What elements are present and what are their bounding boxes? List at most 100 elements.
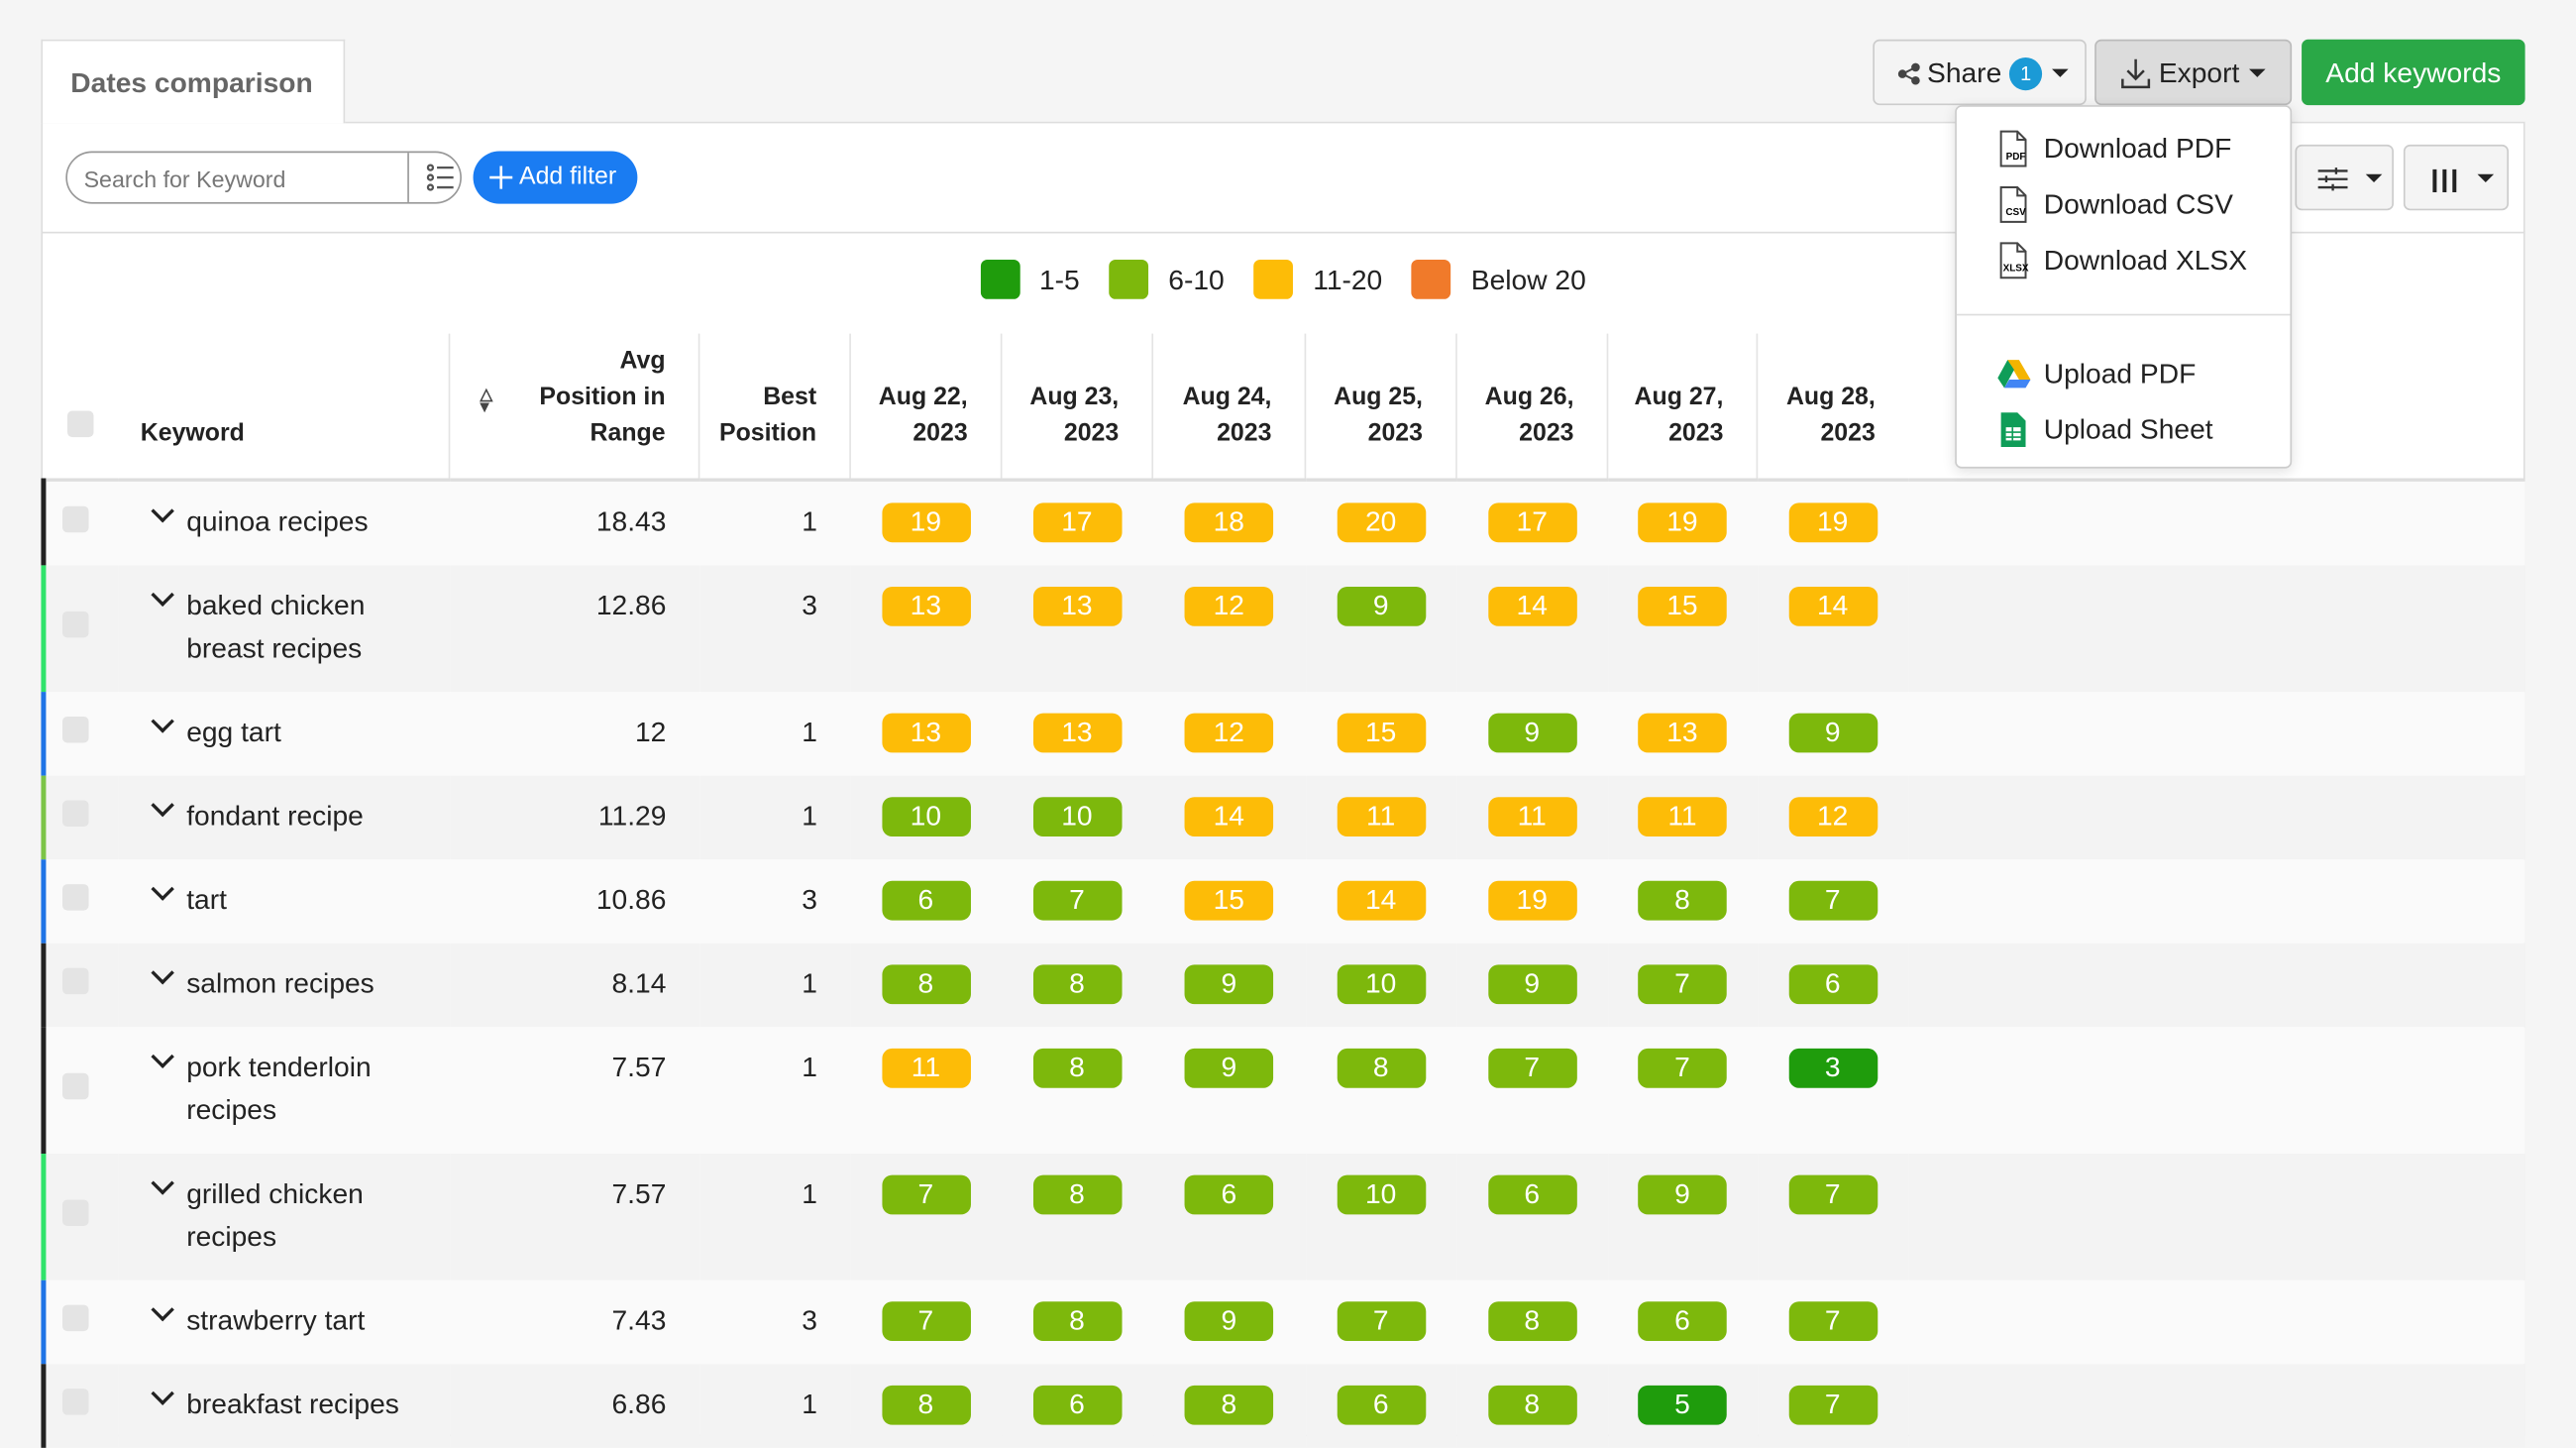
- position-badge: 8: [1032, 1048, 1122, 1088]
- checkbox[interactable]: [62, 884, 89, 911]
- icon-label: CSV: [2005, 207, 2026, 218]
- column-header[interactable]: Aug 22, 2023: [849, 333, 1002, 482]
- position-badge: 9: [1336, 586, 1426, 626]
- separator: [407, 153, 409, 202]
- position-badge: 7: [881, 1174, 971, 1215]
- expand-chevron[interactable]: [150, 877, 174, 901]
- empty-cell: [1908, 692, 2525, 776]
- position-cell: 10: [1002, 776, 1153, 860]
- column-header[interactable]: Aug 24, 2023: [1151, 333, 1306, 482]
- position-badge: 7: [1787, 1385, 1878, 1425]
- row-checkbox-cell: [41, 1280, 118, 1365]
- position-badge: 8: [1032, 1174, 1122, 1215]
- position-cell: 11: [1305, 776, 1456, 860]
- position-badge: 19: [881, 502, 971, 543]
- column-header[interactable]: Aug 23, 2023: [1000, 333, 1153, 482]
- keyword-cell: egg tart: [118, 692, 450, 776]
- row-checkbox-cell: [41, 775, 118, 860]
- keyword: egg tart: [186, 716, 281, 748]
- keyword-cell: grilled chicken recipes: [118, 1154, 450, 1281]
- position-badge: 14: [1336, 880, 1426, 921]
- keyword-cell: breakfast recipes: [118, 1364, 450, 1448]
- position-badge: 12: [1184, 713, 1274, 753]
- header-checkbox: [43, 333, 118, 482]
- header-label: Best Position: [718, 383, 817, 448]
- share-button[interactable]: Share 1: [1873, 39, 2087, 106]
- position-badge: 14: [1787, 586, 1878, 626]
- position-badge: 17: [1032, 502, 1122, 543]
- expand-chevron[interactable]: [150, 499, 174, 523]
- expand-chevron[interactable]: [150, 793, 174, 818]
- position-cell: 6: [1456, 1154, 1608, 1281]
- checkbox[interactable]: [62, 800, 89, 828]
- position-badge: 10: [1336, 964, 1426, 1005]
- position-cell: 15: [1608, 565, 1758, 692]
- expand-chevron[interactable]: [150, 1171, 174, 1195]
- legend-swatch: [1253, 259, 1294, 299]
- export-button[interactable]: Export: [2094, 39, 2293, 106]
- checkbox[interactable]: [62, 1072, 89, 1100]
- position-cell: 15: [1305, 692, 1456, 776]
- column-header[interactable]: Best Position: [698, 333, 851, 482]
- export-label: Export: [2158, 57, 2240, 89]
- add-keywords-button[interactable]: Add keywords: [2302, 39, 2525, 106]
- expand-chevron[interactable]: [150, 583, 174, 607]
- settings-button[interactable]: [2295, 144, 2394, 211]
- checkbox[interactable]: [62, 716, 89, 743]
- position-cell: 17: [1002, 480, 1153, 565]
- header-label: Keyword: [140, 418, 245, 448]
- position-badge: 10: [881, 797, 971, 837]
- position-badge: 11: [881, 1048, 971, 1088]
- checkbox[interactable]: [62, 611, 89, 638]
- position-badge: 8: [881, 964, 971, 1005]
- legend-item: 11-20: [1253, 259, 1382, 299]
- legend-item: Below 20: [1412, 259, 1586, 299]
- position-badge: 6: [1032, 1385, 1122, 1425]
- caret: [2052, 68, 2069, 77]
- tab[interactable]: Dates comparison: [41, 39, 346, 124]
- checkbox[interactable]: [62, 1199, 89, 1226]
- column-header[interactable]: △ ▼ Avg Position in Range: [448, 333, 699, 482]
- position-badge: 12: [1787, 797, 1878, 837]
- expand-chevron[interactable]: [150, 960, 174, 985]
- checkbox[interactable]: [66, 410, 94, 438]
- position-cell: 9: [1305, 565, 1456, 692]
- columns-button[interactable]: [2403, 144, 2510, 211]
- row-checkbox-cell: [41, 943, 118, 1028]
- column-header[interactable]: Aug 25, 2023: [1304, 333, 1456, 482]
- column-header[interactable]: Keyword: [117, 333, 450, 482]
- caret: [2249, 68, 2266, 77]
- position-cell: 7: [1456, 1027, 1608, 1154]
- position-cell: 13: [1002, 692, 1153, 776]
- position-cell: 19: [850, 480, 1002, 565]
- position-cell: 6: [1608, 1281, 1758, 1365]
- empty-cell: [1908, 1027, 2525, 1154]
- checkbox[interactable]: [62, 1389, 89, 1415]
- table: Keyword △ ▼ Avg Position in Range Best Posit…: [41, 333, 2525, 1448]
- column-header[interactable]: Aug 27, 2023: [1606, 333, 1758, 482]
- keyword: fondant recipe: [186, 800, 364, 833]
- column-header[interactable]: Aug 28, 2023: [1756, 333, 1908, 482]
- checkbox[interactable]: [62, 1304, 89, 1332]
- best-position: 3: [802, 1304, 817, 1337]
- position-badge: 3: [1787, 1048, 1878, 1088]
- empty-cell: [1908, 1281, 2525, 1365]
- header-label: Aug 28, 2023: [1785, 383, 1876, 448]
- add-filter-button[interactable]: Add filter: [473, 151, 638, 204]
- menu-item-label: Download CSV: [2043, 188, 2233, 221]
- checkbox[interactable]: [62, 505, 89, 533]
- column-header[interactable]: Aug 26, 2023: [1455, 333, 1608, 482]
- header-wrap: △ ▼ Avg Position in Range: [450, 344, 666, 452]
- empty-cell: [1908, 565, 2525, 692]
- expand-chevron[interactable]: [150, 1382, 174, 1405]
- expand-chevron[interactable]: [150, 1045, 174, 1068]
- keyword-cell: tart: [118, 859, 450, 944]
- position-cell: 10: [1305, 1154, 1456, 1281]
- search-input[interactable]: Search for Keyword: [65, 151, 462, 204]
- position-cell: 8: [850, 1364, 1002, 1448]
- expand-chevron[interactable]: [150, 710, 174, 733]
- position-badge: 8: [1638, 880, 1727, 921]
- columns-icon: [2432, 168, 2457, 193]
- checkbox[interactable]: [62, 967, 89, 995]
- expand-chevron[interactable]: [150, 1297, 174, 1322]
